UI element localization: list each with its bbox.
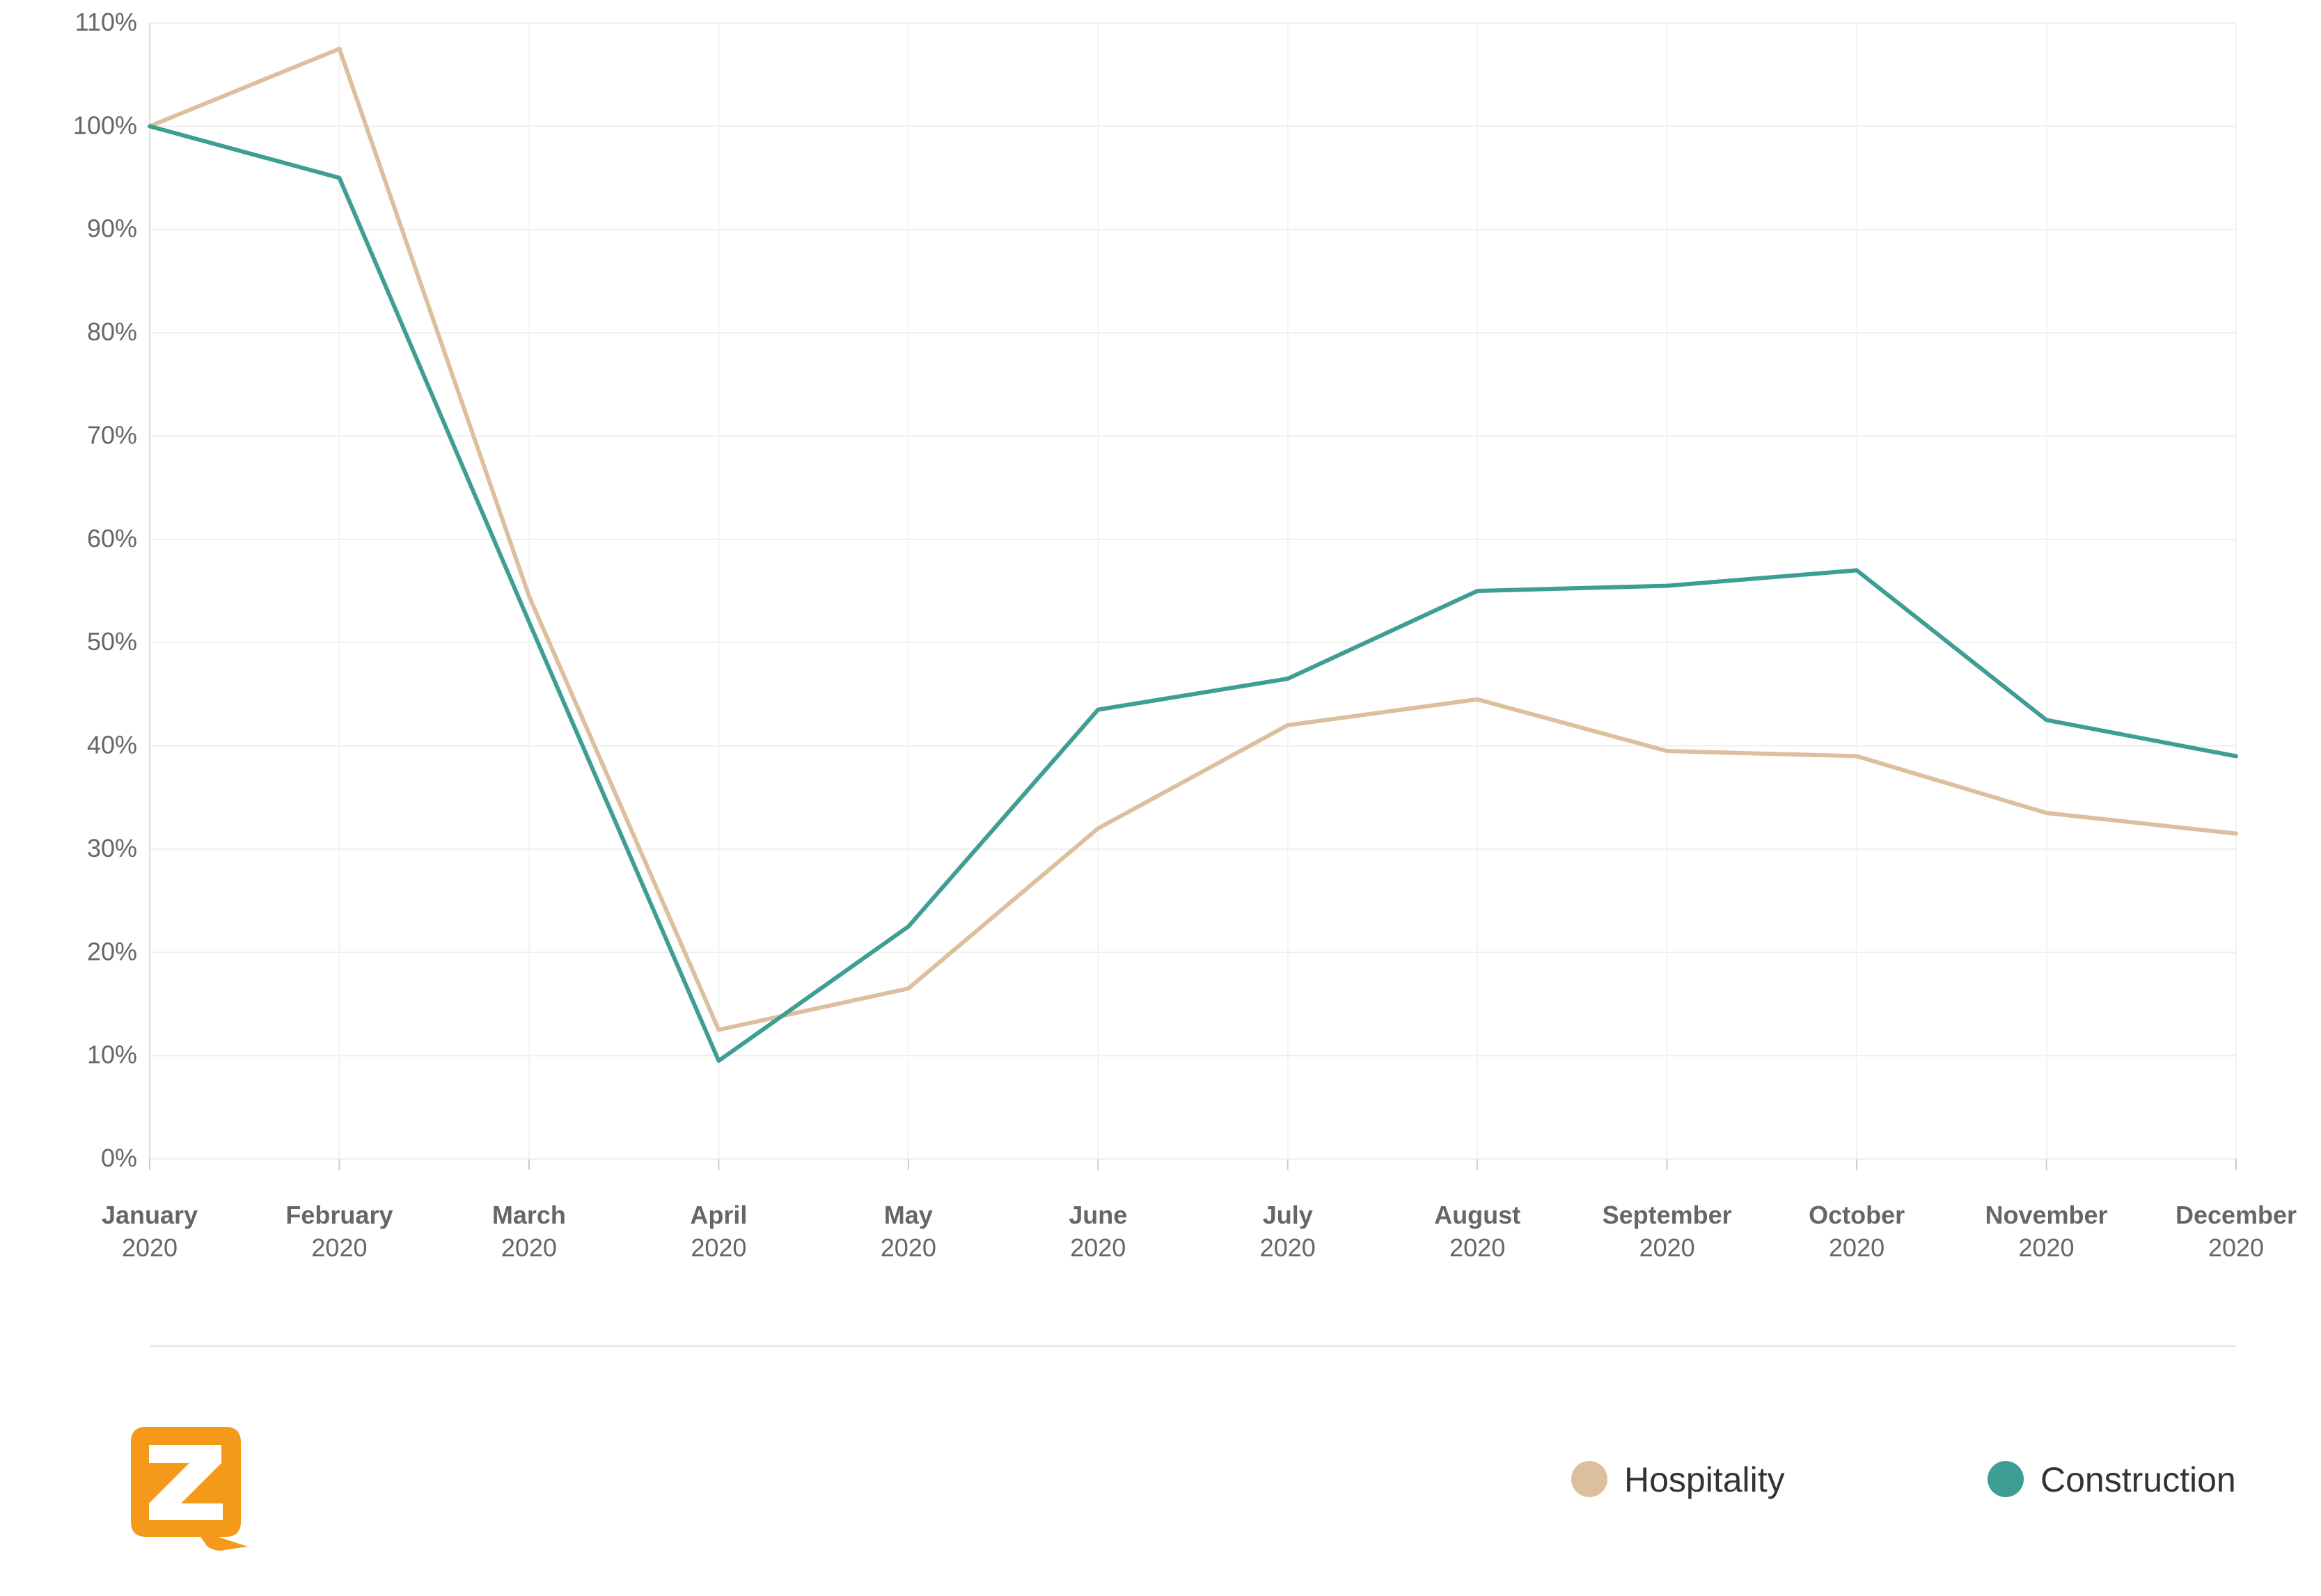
x-tick-label-year: 2020 [1829, 1233, 1885, 1262]
series-line-hospitality [148, 47, 2238, 1032]
y-tick-label: 10% [87, 1041, 137, 1069]
x-tick-label-year: 2020 [2208, 1233, 2264, 1262]
legend-label-construction: Construction [2040, 1460, 2236, 1499]
x-tick-label-month: February [285, 1201, 393, 1229]
y-tick-label: 20% [87, 937, 137, 965]
y-tick-label: 0% [101, 1144, 137, 1172]
x-tick-label-month: April [690, 1201, 747, 1229]
x-tick-label-year: 2020 [1070, 1233, 1126, 1262]
y-tick-label: 80% [87, 317, 137, 346]
x-tick-label-month: March [492, 1201, 566, 1229]
chart-series [148, 47, 2238, 1064]
x-tick-label-month: October [1809, 1201, 1905, 1229]
y-tick-label: 110% [75, 8, 137, 36]
x-tick-label-year: 2020 [122, 1233, 178, 1262]
x-tick-label-year: 2020 [2018, 1233, 2074, 1262]
x-tick-label-year: 2020 [881, 1233, 936, 1262]
legend-label-hospitality: Hospitality [1624, 1460, 1785, 1499]
x-tick-label-month: December [2176, 1201, 2297, 1229]
legend-swatch-hospitality [1571, 1461, 1607, 1497]
x-tick-label-year: 2020 [1449, 1233, 1505, 1262]
y-tick-label: 70% [87, 420, 137, 449]
series-line-construction [148, 124, 2238, 1064]
y-tick-label: 100% [73, 111, 137, 139]
x-tick-label-year: 2020 [311, 1233, 367, 1262]
y-tick-label: 50% [87, 627, 137, 656]
x-tick-label-month: July [1263, 1201, 1313, 1229]
x-tick-label-month: May [884, 1201, 933, 1229]
x-tick-label-month: August [1434, 1201, 1520, 1229]
y-tick-label: 60% [87, 524, 137, 553]
x-tick-label-month: November [1985, 1201, 2108, 1229]
x-tick-label-year: 2020 [1260, 1233, 1316, 1262]
zoom-z-logo [131, 1427, 248, 1551]
chart-grid [150, 22, 2237, 1160]
x-tick-label-month: January [102, 1201, 198, 1229]
y-tick-label: 40% [87, 731, 137, 759]
x-tick-label-year: 2020 [691, 1233, 746, 1262]
x-tick-label-year: 2020 [1639, 1233, 1695, 1262]
x-tick-label-year: 2020 [501, 1233, 557, 1262]
legend-swatch-construction [1988, 1461, 2024, 1497]
x-tick-label-month: June [1069, 1201, 1127, 1229]
chart-legend: Hospitality Construction [1571, 1460, 2236, 1499]
chart-axes: 0% 10% 20% 30% 40% 50% 60% 70% 80% 90% 100% 110% Jan… [73, 8, 2297, 1262]
x-tick-label-month: September [1603, 1201, 1732, 1229]
y-tick-label: 90% [87, 214, 137, 243]
y-tick-label: 30% [87, 834, 137, 862]
logo-z-letter [149, 1445, 223, 1520]
